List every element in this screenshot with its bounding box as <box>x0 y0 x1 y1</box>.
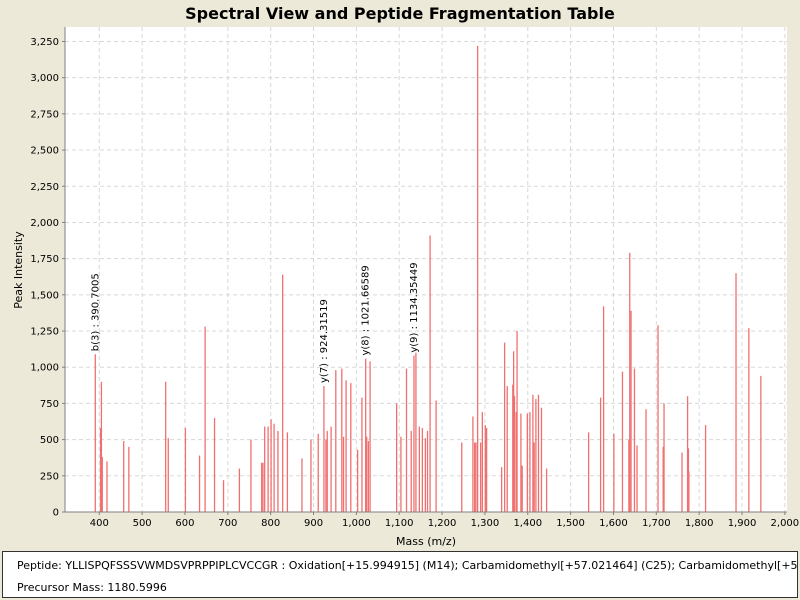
y-tick-label: 2,250 <box>30 182 59 193</box>
spectrum-chart: Spectral View and Peptide Fragmentation … <box>12 4 800 548</box>
x-tick-label: 500 <box>133 518 152 529</box>
peak-annotation-label: y(7) : 924.31519 <box>319 299 330 383</box>
y-tick-label: 2,000 <box>30 218 59 229</box>
y-tick-label: 3,250 <box>30 37 59 48</box>
y-tick-label: 2,750 <box>30 109 59 120</box>
x-tick-label: 1,700 <box>642 518 671 529</box>
y-tick-label: 0 <box>53 508 59 519</box>
x-tick-label: 1,800 <box>685 518 714 529</box>
peak-annotation-label: b(3) : 390.7005 <box>90 273 101 351</box>
x-tick-label: 600 <box>175 518 194 529</box>
y-tick-label: 750 <box>40 399 59 410</box>
peaks <box>94 45 762 512</box>
x-tick-label: 700 <box>218 518 237 529</box>
x-tick-label: 1,600 <box>599 518 628 529</box>
x-tick-label: 1,200 <box>428 518 457 529</box>
chart-title: Spectral View and Peptide Fragmentation … <box>185 4 615 23</box>
x-tick-label: 800 <box>261 518 280 529</box>
precursor-mass-text: Precursor Mass: 1180.5996 <box>17 581 167 594</box>
y-axis-title: Peak Intensity <box>12 231 25 309</box>
x-tick-label: 400 <box>90 518 109 529</box>
y-tick-label: 1,000 <box>30 363 59 374</box>
x-tick-label: 1,500 <box>556 518 585 529</box>
y-tick-label: 2,500 <box>30 146 59 157</box>
peak-annotation-label: y(9) : 1134.35449 <box>409 262 420 352</box>
x-tick-label: 1,400 <box>513 518 542 529</box>
y-tick-label: 1,250 <box>30 327 59 338</box>
y-tick-label: 3,000 <box>30 73 59 84</box>
y-tick-label: 500 <box>40 435 59 446</box>
y-tick-label: 1,500 <box>30 290 59 301</box>
axes: 400 500 600 700 800 900 1,000 1,100 1,200 1,300 1,… <box>30 27 799 529</box>
y-tick-label: 250 <box>40 471 59 482</box>
y-tick-label: 1,750 <box>30 254 59 265</box>
x-tick-label: 1,000 <box>342 518 371 529</box>
x-tick-label: 1,900 <box>728 518 757 529</box>
peptide-info-panel: Peptide: YLLISPQFSSSVWMDSVPRPPIPLCVCCGR … <box>2 551 798 598</box>
x-tick-label: 2,000 <box>771 518 800 529</box>
x-axis-title: Mass (m/z) <box>396 535 456 548</box>
x-tick-label: 900 <box>304 518 323 529</box>
peak-annotations: b(3) : 390.7005 y(7) : 924.31519 y(8) : 10… <box>90 262 420 383</box>
peptide-text: Peptide: YLLISPQFSSSVWMDSVPRPPIPLCVCCGR … <box>17 559 798 572</box>
x-tick-label: 1,100 <box>385 518 414 529</box>
x-tick-label: 1,300 <box>471 518 500 529</box>
peak-annotation-label: y(8) : 1021.66589 <box>361 265 372 355</box>
